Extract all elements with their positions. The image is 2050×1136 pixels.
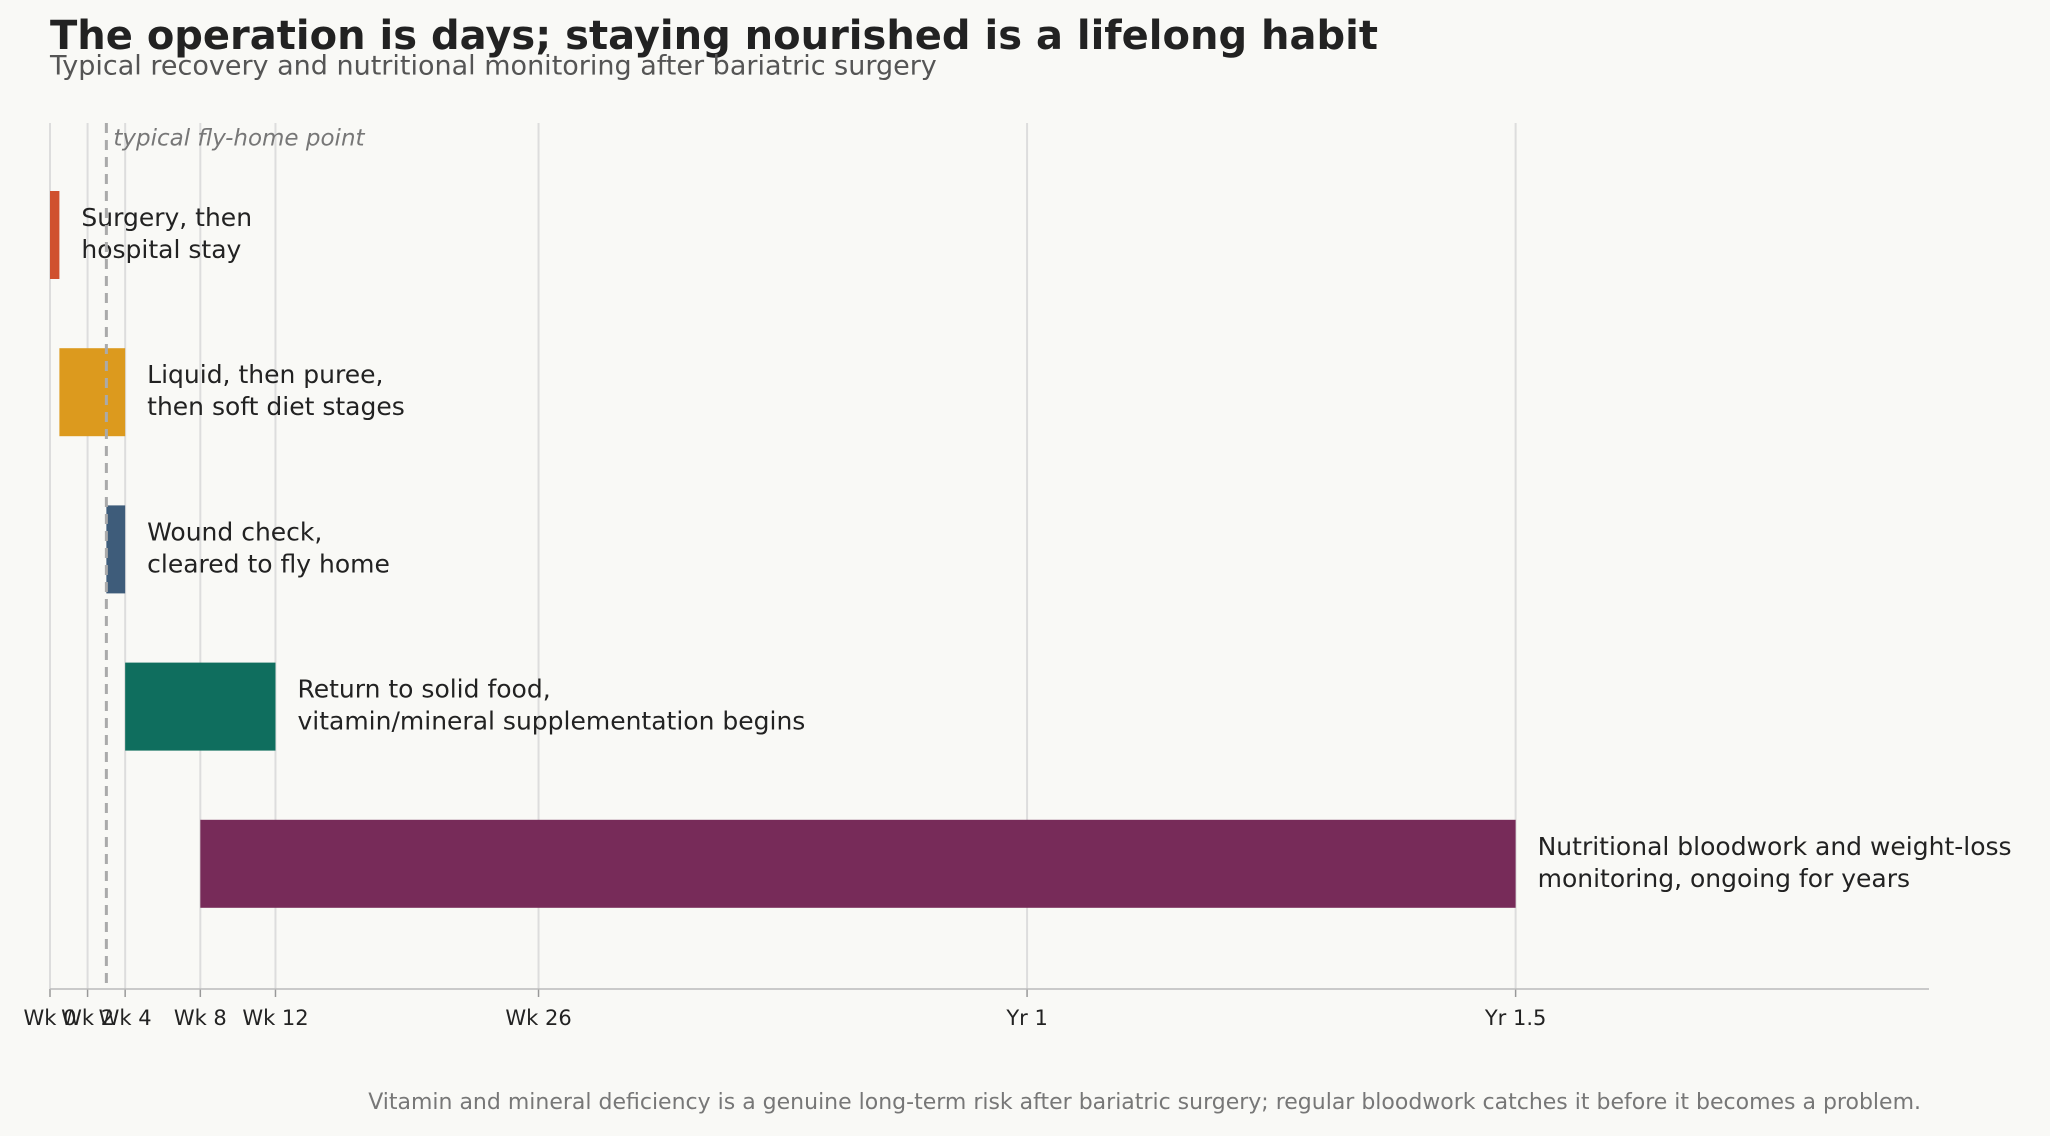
x-tick-label: Wk 26	[505, 1006, 571, 1030]
chart-subtitle: Typical recovery and nutritional monitor…	[49, 51, 937, 82]
task-label: Wound check,	[147, 517, 322, 546]
chart-title: The operation is days; staying nourished…	[50, 13, 1378, 59]
task-label: Surgery, then	[81, 203, 252, 232]
footnote: Vitamin and mineral deficiency is a genu…	[368, 1090, 1921, 1115]
x-tick-label: Wk 4	[99, 1006, 152, 1030]
task-label: Return to solid food,	[297, 675, 550, 704]
task-bar	[50, 191, 60, 279]
task-label: Liquid, then puree,	[147, 360, 383, 389]
task-label: cleared to fly home	[147, 549, 390, 578]
x-tick-label: Wk 2	[61, 1006, 114, 1030]
reference-label: typical fly-home point	[113, 126, 365, 152]
task-bar	[59, 348, 126, 437]
x-tick-label: Wk 0	[24, 1006, 77, 1030]
task-label: hospital stay	[81, 235, 241, 264]
task-label: Nutritional bloodwork and weight-loss	[1538, 832, 2012, 861]
x-tick-label: Wk 12	[242, 1006, 308, 1030]
task-label: then soft diet stages	[147, 392, 405, 421]
x-tick-label: Yr 1.5	[1484, 1006, 1547, 1030]
task-bar	[106, 505, 126, 594]
task-bar	[125, 662, 276, 751]
task-label: vitamin/mineral supplementation begins	[297, 707, 805, 736]
x-tick-label: Wk 8	[174, 1006, 227, 1030]
task-label: monitoring, ongoing for years	[1538, 864, 1910, 893]
task-bar	[200, 819, 1516, 908]
x-tick-label: Yr 1	[1005, 1006, 1048, 1030]
